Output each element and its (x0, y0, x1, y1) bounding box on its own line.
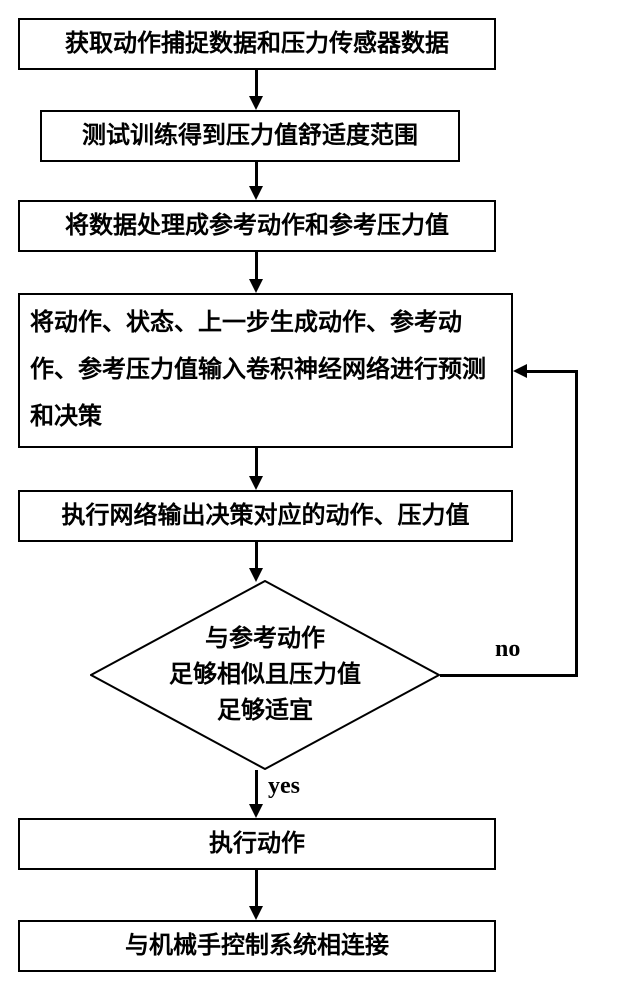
arrowhead-7-8 (249, 906, 263, 920)
node-process-data: 将数据处理成参考动作和参考压力值 (18, 200, 496, 252)
edge-6-7 (255, 770, 258, 806)
decision-line-1: 与参考动作 (205, 621, 325, 657)
flowchart-canvas: 获取动作捕捉数据和压力传感器数据 测试训练得到压力值舒适度范围 将数据处理成参考… (0, 0, 618, 1000)
node-text: 执行网络输出决策对应的动作、压力值 (62, 498, 470, 534)
arrowhead-4-5 (249, 476, 263, 490)
edge-no-h2 (527, 370, 577, 373)
node-text: 将数据处理成参考动作和参考压力值 (65, 208, 449, 244)
node-text: 与机械手控制系统相连接 (125, 928, 389, 964)
label-yes: yes (268, 773, 300, 800)
node-execute-action: 执行动作 (18, 818, 496, 870)
node-acquire-data: 获取动作捕捉数据和压力传感器数据 (18, 18, 496, 70)
node-decision: 与参考动作 足够相似且压力值 足够适宜 (90, 580, 440, 770)
edge-no-h1 (440, 674, 577, 677)
node-test-training: 测试训练得到压力值舒适度范围 (40, 110, 460, 162)
arrowhead-3-4 (249, 279, 263, 293)
arrowhead-2-3 (249, 186, 263, 200)
node-text: 测试训练得到压力值舒适度范围 (82, 118, 418, 154)
arrowhead-6-7 (249, 804, 263, 818)
edge-no-v (575, 370, 578, 677)
label-no: no (495, 636, 520, 663)
edge-5-6 (255, 542, 258, 570)
edge-2-3 (255, 162, 258, 188)
decision-line-3: 足够适宜 (217, 693, 313, 729)
arrowhead-1-2 (249, 96, 263, 110)
node-text: 将动作、状态、上一步生成动作、参考动作、参考压力值输入卷积神经网络进行预测和决策 (30, 300, 501, 440)
edge-7-8 (255, 870, 258, 908)
decision-line-2: 足够相似且压力值 (169, 657, 361, 693)
node-cnn-predict: 将动作、状态、上一步生成动作、参考动作、参考压力值输入卷积神经网络进行预测和决策 (18, 293, 513, 448)
arrowhead-no (513, 364, 527, 378)
edge-4-5 (255, 448, 258, 478)
decision-text-container: 与参考动作 足够相似且压力值 足够适宜 (90, 580, 440, 770)
edge-3-4 (255, 252, 258, 280)
node-text: 执行动作 (209, 826, 305, 862)
node-text: 获取动作捕捉数据和压力传感器数据 (65, 26, 449, 62)
node-execute-output: 执行网络输出决策对应的动作、压力值 (18, 490, 513, 542)
edge-1-2 (255, 70, 258, 98)
node-connect-robot: 与机械手控制系统相连接 (18, 920, 496, 972)
